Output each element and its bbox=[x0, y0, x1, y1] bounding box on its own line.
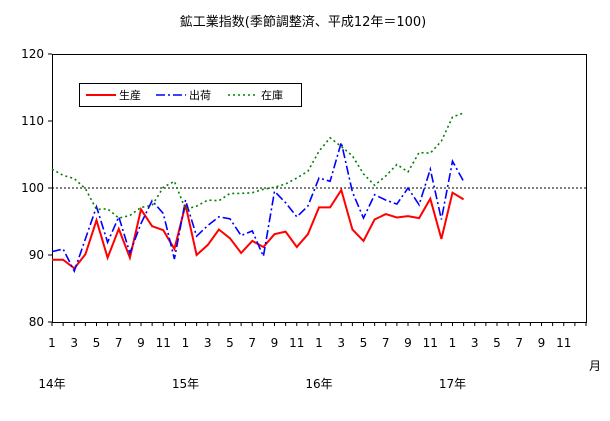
series-line-1 bbox=[51, 142, 465, 274]
legend-box bbox=[79, 83, 302, 107]
x-tick-label: 3 bbox=[471, 336, 479, 350]
chart-title: 鉱工業指数(季節調整済、平成12年＝100) bbox=[180, 14, 427, 30]
x-tick-label: 9 bbox=[538, 336, 546, 350]
x-year-label: 15年 bbox=[172, 377, 199, 391]
x-tick-label: 1 bbox=[449, 336, 457, 350]
legend-label-0: 生産 bbox=[119, 88, 141, 102]
x-year-label: 16年 bbox=[305, 377, 332, 391]
x-tick-label: 5 bbox=[226, 336, 234, 350]
x-tick-label: 11 bbox=[289, 336, 304, 350]
legend: 生産 出荷 在庫 bbox=[79, 83, 302, 107]
y-axis-ticks: 80 90 100 110 120 bbox=[21, 47, 52, 329]
legend-label-1: 出荷 bbox=[189, 88, 211, 102]
y-tick-label: 110 bbox=[21, 114, 44, 128]
x-tick-label: 9 bbox=[271, 336, 279, 350]
x-tick-label: 7 bbox=[115, 336, 123, 350]
x-tick-label: 11 bbox=[423, 336, 438, 350]
x-tick-label: 11 bbox=[556, 336, 571, 350]
x-year-label: 17年 bbox=[439, 377, 466, 391]
y-tick-label: 120 bbox=[21, 47, 44, 61]
x-tick-label: 1 bbox=[315, 336, 323, 350]
x-tick-label: 7 bbox=[515, 336, 523, 350]
x-unit-label: 月 bbox=[589, 359, 601, 373]
x-tick-label: 9 bbox=[404, 336, 412, 350]
x-tick-label: 3 bbox=[204, 336, 212, 350]
legend-label-2: 在庫 bbox=[261, 88, 283, 102]
series-line-2 bbox=[51, 112, 464, 219]
x-tick-label: 5 bbox=[493, 336, 501, 350]
x-tick-label: 5 bbox=[93, 336, 101, 350]
x-tick-label: 9 bbox=[137, 336, 145, 350]
x-tick-label: 5 bbox=[360, 336, 368, 350]
series-group bbox=[51, 112, 465, 274]
y-tick-label: 100 bbox=[21, 181, 44, 195]
x-tick-label: 1 bbox=[48, 336, 56, 350]
x-tick-label: 11 bbox=[156, 336, 171, 350]
x-tick-label: 3 bbox=[337, 336, 345, 350]
x-year-label: 14年 bbox=[38, 377, 65, 391]
y-tick-label: 90 bbox=[29, 248, 44, 262]
x-tick-label: 1 bbox=[182, 336, 190, 350]
x-tick-label: 3 bbox=[70, 336, 78, 350]
x-tick-label: 7 bbox=[382, 336, 390, 350]
x-tick-label: 7 bbox=[248, 336, 256, 350]
y-tick-label: 80 bbox=[29, 315, 44, 329]
